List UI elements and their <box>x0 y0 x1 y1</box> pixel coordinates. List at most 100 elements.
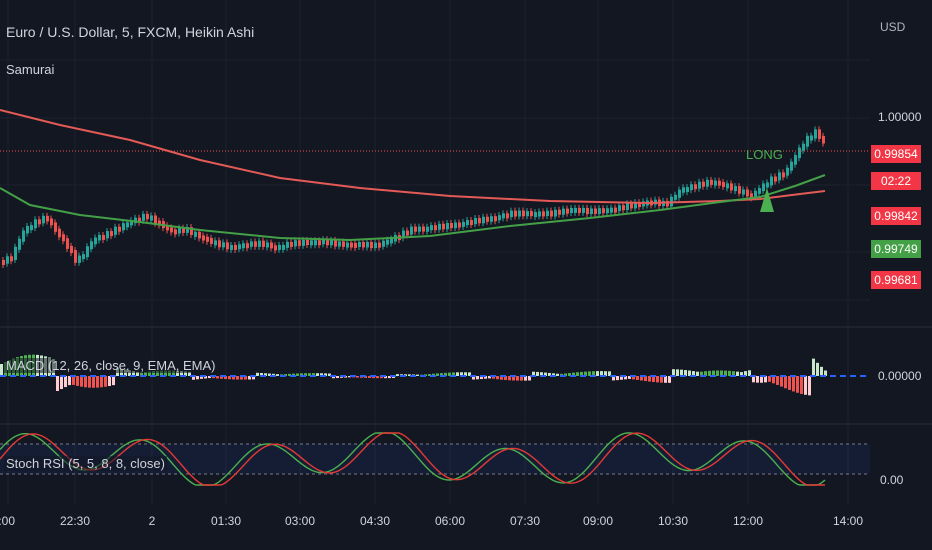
candle-body <box>542 211 545 217</box>
time-axis-tick: 10:30 <box>657 514 689 528</box>
time-axis-tick: 22:30 <box>59 514 91 528</box>
candle-body <box>134 217 137 224</box>
candle-body <box>766 182 769 188</box>
candle-body <box>98 234 101 241</box>
candle-body <box>350 242 353 248</box>
macd-histogram-bar <box>160 370 163 376</box>
macd-histogram-bar <box>256 372 259 376</box>
candle-body <box>66 238 69 249</box>
candle-body <box>746 189 749 197</box>
macd-histogram-bar <box>64 376 67 388</box>
macd-histogram-bar <box>644 376 647 382</box>
candle-body <box>146 213 149 220</box>
candle-body <box>374 242 377 249</box>
candle-body <box>170 227 173 233</box>
candle-body <box>422 226 425 232</box>
macd-histogram-bar <box>328 373 331 376</box>
candle-body <box>606 208 609 214</box>
macd-histogram-bar <box>252 376 255 380</box>
stoch-rsi-label[interactable]: Stoch RSI (5, 5, 8, 8, close) <box>4 456 167 471</box>
candle-body <box>210 237 213 244</box>
indicator-name[interactable]: Samurai <box>6 62 55 77</box>
macd-histogram-bar <box>228 376 231 380</box>
candle-body <box>178 227 181 234</box>
candle-body <box>498 215 501 221</box>
candle-body <box>558 209 561 215</box>
candle-body <box>458 222 461 228</box>
candle-body <box>750 193 753 199</box>
candle-body <box>502 213 505 219</box>
macd-histogram-bar <box>724 370 727 376</box>
macd-histogram-bar <box>148 371 151 376</box>
time-axis-tick: 12:00 <box>732 514 764 528</box>
macd-histogram-bar <box>308 373 311 376</box>
candle-body <box>190 227 193 235</box>
candle-body <box>242 243 245 249</box>
macd-histogram-bar <box>392 376 395 379</box>
macd-histogram-bar <box>688 370 691 376</box>
macd-histogram-bar <box>332 376 335 379</box>
candle-body <box>230 244 233 250</box>
candle-body <box>30 225 33 231</box>
macd-histogram-bar <box>728 370 731 376</box>
macd-histogram-bar <box>176 370 179 376</box>
macd-histogram-bar <box>164 370 167 376</box>
candle-body <box>698 181 701 189</box>
candle-body <box>214 240 217 246</box>
candle-body <box>198 231 201 239</box>
macd-axis-value: 0.00000 <box>878 369 922 383</box>
macd-histogram-bar <box>528 376 531 381</box>
macd-histogram-bar <box>180 371 183 376</box>
candle-body <box>494 216 497 222</box>
macd-histogram-bar <box>72 376 75 385</box>
macd-histogram-bar <box>628 376 631 379</box>
slow-moving-average-line <box>0 109 826 205</box>
time-axis-tick: 03:00 <box>284 514 316 528</box>
macd-histogram-bar <box>316 373 319 376</box>
macd-histogram-bar <box>764 376 767 383</box>
last-price-tag: 0.99854 <box>871 145 921 163</box>
candle-body <box>598 208 601 214</box>
candle-body <box>298 240 301 246</box>
macd-histogram-bar <box>372 376 375 379</box>
candle-body <box>266 242 269 248</box>
macd-histogram-bar <box>584 371 587 376</box>
candle-body <box>762 183 765 192</box>
candle-body <box>554 209 557 217</box>
macd-histogram-bar <box>208 376 211 379</box>
candle-body <box>490 216 493 222</box>
candle-body <box>710 179 713 185</box>
candle-body <box>718 180 721 186</box>
candle-body <box>334 240 337 247</box>
chart-title[interactable]: Euro / U.S. Dollar, 5, FXCM, Heikin Ashi <box>6 24 255 40</box>
candle-body <box>518 210 521 217</box>
macd-histogram-bar <box>732 371 735 376</box>
candle-body <box>330 240 333 246</box>
macd-histogram-bar <box>744 371 747 376</box>
macd-histogram-bar <box>56 376 59 392</box>
candle-body <box>666 200 669 207</box>
candle-body <box>258 240 261 247</box>
macd-label[interactable]: MACD (12, 26, close, 9, EMA, EMA) <box>4 358 218 373</box>
macd-histogram-bar <box>496 376 499 380</box>
macd-histogram-bar <box>396 374 399 376</box>
candle-body <box>618 205 621 212</box>
macd-histogram-bar <box>172 370 175 376</box>
candle-body <box>318 240 321 246</box>
candle-body <box>742 189 745 195</box>
macd-histogram-bar <box>136 371 139 376</box>
macd-histogram-bar <box>548 372 551 376</box>
candle-body <box>566 208 569 214</box>
macd-histogram-bar <box>572 372 575 376</box>
macd-histogram-bar <box>776 376 779 385</box>
candle-body <box>678 189 681 198</box>
macd-histogram-bar <box>480 376 483 380</box>
macd-histogram-bar <box>448 372 451 376</box>
candle-body <box>510 210 513 218</box>
candle-body <box>6 256 9 264</box>
macd-histogram-bar <box>540 372 543 376</box>
macd-histogram-bar <box>580 371 583 376</box>
macd-histogram-bar <box>740 372 743 376</box>
candle-body <box>726 183 729 189</box>
